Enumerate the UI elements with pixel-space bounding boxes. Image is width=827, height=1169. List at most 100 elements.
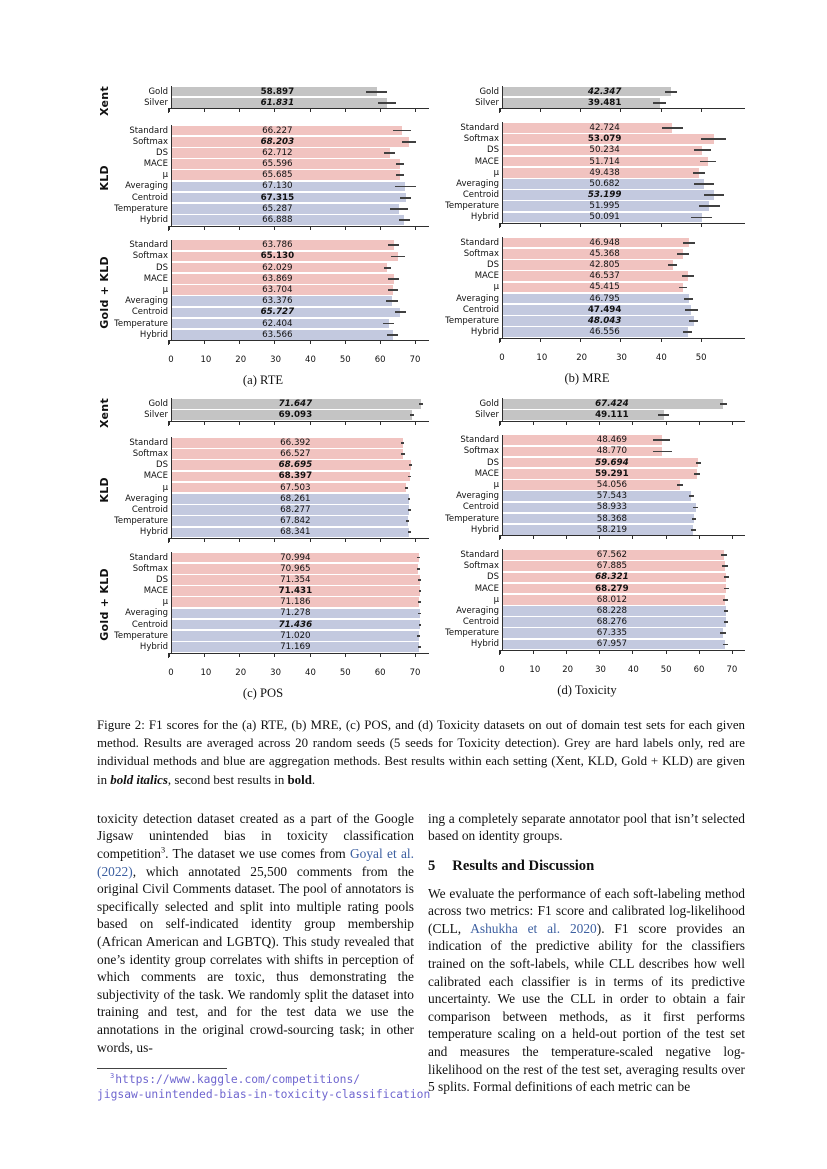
bar-tick-label: Hybrid (139, 215, 168, 226)
figure-row-bottom: Xent Gold 71.647 Silver 69.093 KLD Standard 66.… (97, 398, 745, 700)
bar-row: Centroid 65.727 (112, 306, 429, 318)
bar-row: Gold 42.347 (429, 86, 745, 98)
axis-tick (540, 224, 542, 228)
axis-tick (700, 338, 702, 342)
bar-row: Hybrid 58.219 (429, 524, 745, 536)
axis-tick (500, 536, 501, 540)
bar-area: 65.727 (171, 306, 429, 318)
error-bar (383, 322, 395, 325)
citation-link[interactable]: Goyal et al. (2022) (97, 846, 414, 879)
bar-area: 66.227 (171, 124, 429, 137)
bar-row: Centroid 71.436 (112, 619, 429, 631)
error-bar (701, 138, 726, 141)
bar-value-label: 58.219 (596, 524, 628, 535)
subcaption-a: (a) RTE (242, 373, 284, 388)
footnote-url-line-1[interactable]: 3https://www.kaggle.com/competitions/ (97, 1073, 414, 1088)
bar-tick-label: MACE (143, 586, 168, 597)
chart-panel: Gold 67.424 Silver 49.111 (429, 398, 745, 426)
axis-tick (309, 653, 311, 657)
error-bar (418, 590, 422, 592)
axis-tick (169, 226, 170, 230)
error-bar (691, 517, 697, 520)
bar-value-label: 62.404 (262, 318, 293, 329)
bar-value-label: 46.795 (589, 293, 620, 304)
error-bar (699, 160, 717, 163)
bar-value-label: 71.278 (280, 608, 311, 619)
axis-tick (700, 224, 702, 228)
bar-value-label: 67.957 (596, 639, 628, 650)
bar (172, 125, 402, 136)
bar-area: 58.933 (502, 501, 745, 513)
bar-area: 68.012 (502, 594, 745, 606)
axis-tick (274, 109, 276, 113)
bar-area: 58.219 (502, 524, 745, 536)
bar (503, 617, 727, 627)
bar-tick-label: Centroid (462, 502, 499, 513)
bar-row: Softmax 65.130 (112, 250, 429, 262)
axis-tick (731, 536, 733, 540)
bar-value-label: 67.503 (280, 482, 311, 493)
bar-tick-label: Softmax (463, 134, 499, 145)
bar-area: 62.029 (171, 262, 429, 274)
bar-area: 46.795 (502, 293, 745, 305)
bar-area: 68.695 (171, 459, 429, 471)
error-bar (724, 587, 729, 590)
bar-value-label: 58.897 (260, 86, 295, 97)
bar-area: 63.786 (171, 239, 429, 251)
footnote-url-line-2[interactable]: jigsaw-unintended-bias-in-toxicity-class… (97, 1088, 430, 1103)
x-axis-tick-label: 0 (168, 355, 174, 366)
bar (503, 410, 664, 420)
x-axis-tick-label: 40 (305, 667, 316, 678)
bar-row: μ 49.438 (429, 167, 745, 179)
bar-row: Averaging 50.682 (429, 178, 745, 190)
bar-tick-label: Temperature (114, 630, 168, 641)
bar-value-label: 48.043 (587, 315, 622, 326)
axis-tick (566, 536, 568, 540)
error-bar (685, 308, 698, 311)
bar (172, 586, 421, 596)
bar-area: 67.503 (171, 482, 429, 494)
citation-link[interactable]: Ashukha et al. 2020 (470, 920, 597, 936)
bar-row: Hybrid 66.888 (112, 214, 429, 226)
panel-axis-line (168, 420, 429, 426)
bar-row: Temperature 71.020 (112, 630, 429, 642)
bar-area: 68.276 (502, 616, 745, 628)
error-bar (693, 171, 706, 174)
bar-row: Gold 58.897 (112, 86, 429, 98)
bar-area: 62.404 (171, 317, 429, 330)
bar (172, 460, 411, 471)
bar-value-label: 49.111 (595, 409, 629, 420)
error-bar (394, 185, 416, 188)
bar-value-label: 71.647 (278, 398, 313, 409)
bar-area: 68.203 (171, 136, 429, 148)
bar-tick-label: Gold (479, 86, 499, 97)
bar (503, 457, 699, 468)
bar-area: 68.321 (502, 571, 745, 583)
panel-axis-line (168, 537, 429, 543)
bar-area: 67.842 (171, 515, 429, 527)
subcaption-b: (b) MRE (564, 370, 610, 385)
bar-value-label: 70.994 (280, 552, 311, 563)
bar-row: Averaging 57.543 (429, 490, 745, 502)
group-label: Xent (98, 398, 111, 429)
bar-row: Gold 67.424 (429, 398, 745, 410)
axis-tick (414, 226, 416, 230)
error-bar (407, 531, 411, 534)
bar-value-label: 46.948 (589, 237, 620, 248)
bar-tick-label: Temperature (114, 516, 168, 527)
bar-value-label: 57.543 (596, 491, 628, 502)
bar-area: 68.341 (171, 526, 429, 538)
panel-axis-line (499, 223, 745, 229)
error-bar (695, 461, 701, 464)
bar-value-label: 68.695 (278, 460, 313, 471)
bar-row: Temperature 62.404 (112, 317, 429, 330)
bar-value-label: 68.279 (595, 583, 629, 594)
axis-tick (239, 109, 241, 113)
axis-tick (274, 538, 276, 542)
bar-area: 71.020 (171, 630, 429, 642)
x-axis-tick-label: 20 (562, 665, 574, 676)
axis-tick (344, 226, 346, 230)
body-paragraph-right-1: ing a completely separate annotator pool… (428, 810, 745, 845)
figure-2: Xent Gold 58.897 Silver 61.831 KLD Standard 66.… (97, 86, 745, 789)
bar-tick-label: Softmax (463, 446, 499, 457)
